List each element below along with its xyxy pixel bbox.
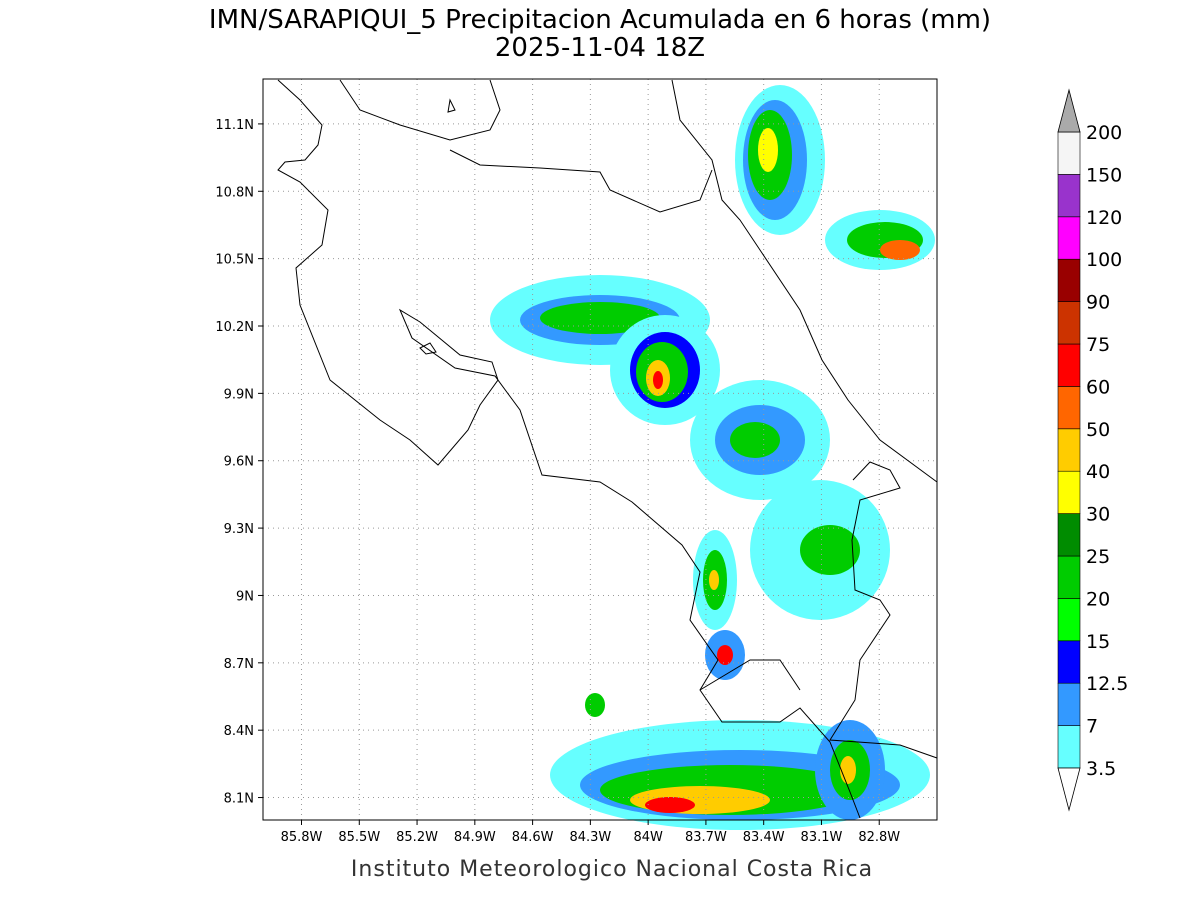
subtitle: 2025-11-04 18Z bbox=[495, 33, 705, 63]
colorbar-swatch bbox=[1057, 513, 1081, 557]
x-tick-label: 84.6W bbox=[512, 830, 554, 845]
colorbar-swatch bbox=[1057, 598, 1081, 642]
y-tick-label: 9.6N bbox=[224, 455, 254, 470]
y-tick-label: 10.5N bbox=[215, 253, 254, 268]
colorbar-swatch bbox=[1057, 301, 1081, 345]
colorbar-swatch bbox=[1057, 216, 1081, 260]
colorbar-swatch bbox=[1057, 640, 1081, 684]
colorbar-label: 40 bbox=[1086, 461, 1110, 483]
x-tick-label: 85.2W bbox=[396, 830, 438, 845]
x-tick-label: 83.1W bbox=[801, 830, 843, 845]
map-frame bbox=[262, 78, 938, 821]
colorbar-swatch bbox=[1057, 174, 1081, 218]
colorbar-swatch bbox=[1057, 725, 1081, 769]
title: IMN/SARAPIQUI_5 Precipitacion Acumulada … bbox=[209, 5, 991, 35]
x-tick-label: 84.3W bbox=[569, 830, 611, 845]
y-tick-label: 10.8N bbox=[215, 185, 254, 200]
colorbar-label: 12.5 bbox=[1086, 673, 1128, 695]
colorbar-swatch bbox=[1057, 131, 1081, 175]
colorbar: 3.5 7 12.5 15 20 25 30 40 50 60 75 90 100 120 150 200 bbox=[1057, 88, 1128, 812]
y-tick-label: 9.3N bbox=[224, 522, 254, 537]
colorbar-swatch bbox=[1057, 258, 1081, 302]
x-tick-label: 85.8W bbox=[281, 830, 323, 845]
colorbar-swatch bbox=[1057, 428, 1081, 472]
colorbar-label: 25 bbox=[1086, 546, 1110, 568]
colorbar-label: 90 bbox=[1086, 292, 1110, 314]
colorbar-label: 200 bbox=[1086, 122, 1122, 144]
footer: Instituto Meteorologico Nacional Costa R… bbox=[351, 857, 873, 882]
x-tick-label: 83.7W bbox=[685, 830, 727, 845]
y-tick-label: 8.4N bbox=[224, 724, 254, 739]
x-tick-label: 82.8W bbox=[858, 830, 900, 845]
colorbar-label: 120 bbox=[1086, 207, 1122, 229]
x-tick-label: 83.4W bbox=[743, 830, 785, 845]
colorbar-label: 60 bbox=[1086, 376, 1110, 398]
coastlines bbox=[277, 79, 938, 819]
colorbar-swatch bbox=[1057, 682, 1081, 726]
x-tick-label: 84W bbox=[633, 830, 663, 845]
y-tick-label: 11.1N bbox=[215, 118, 254, 133]
y-tick-label: 10.2N bbox=[215, 320, 254, 335]
colorbar-swatch bbox=[1057, 555, 1081, 599]
precipitation-field bbox=[490, 85, 935, 830]
colorbar-label: 30 bbox=[1086, 504, 1110, 526]
colorbar-label: 7 bbox=[1086, 716, 1098, 738]
x-tick-label: 85.5W bbox=[338, 830, 380, 845]
y-tick-label: 9N bbox=[236, 589, 254, 604]
colorbar-label: 15 bbox=[1086, 631, 1110, 653]
colorbar-label: 3.5 bbox=[1086, 758, 1116, 780]
colorbar-label: 50 bbox=[1086, 419, 1110, 441]
colorbar-swatch bbox=[1057, 343, 1081, 387]
axis-labels: 85.8W 85.5W 85.2W 84.9W 84.6W 84.3W 84W 83.7W 83… bbox=[215, 118, 900, 845]
y-tick-label: 9.9N bbox=[224, 387, 254, 402]
colorbar-swatch bbox=[1057, 470, 1081, 514]
y-tick-label: 8.1N bbox=[224, 792, 254, 807]
colorbar-under bbox=[1057, 767, 1081, 812]
x-tick-label: 84.9W bbox=[454, 830, 496, 845]
colorbar-label: 75 bbox=[1086, 334, 1110, 356]
grid bbox=[263, 79, 937, 820]
colorbar-label: 150 bbox=[1086, 164, 1122, 186]
colorbar-over bbox=[1057, 88, 1081, 133]
colorbar-label: 100 bbox=[1086, 249, 1122, 271]
y-tick-label: 8.7N bbox=[224, 657, 254, 672]
colorbar-swatch bbox=[1057, 386, 1081, 430]
colorbar-label: 20 bbox=[1086, 588, 1110, 610]
